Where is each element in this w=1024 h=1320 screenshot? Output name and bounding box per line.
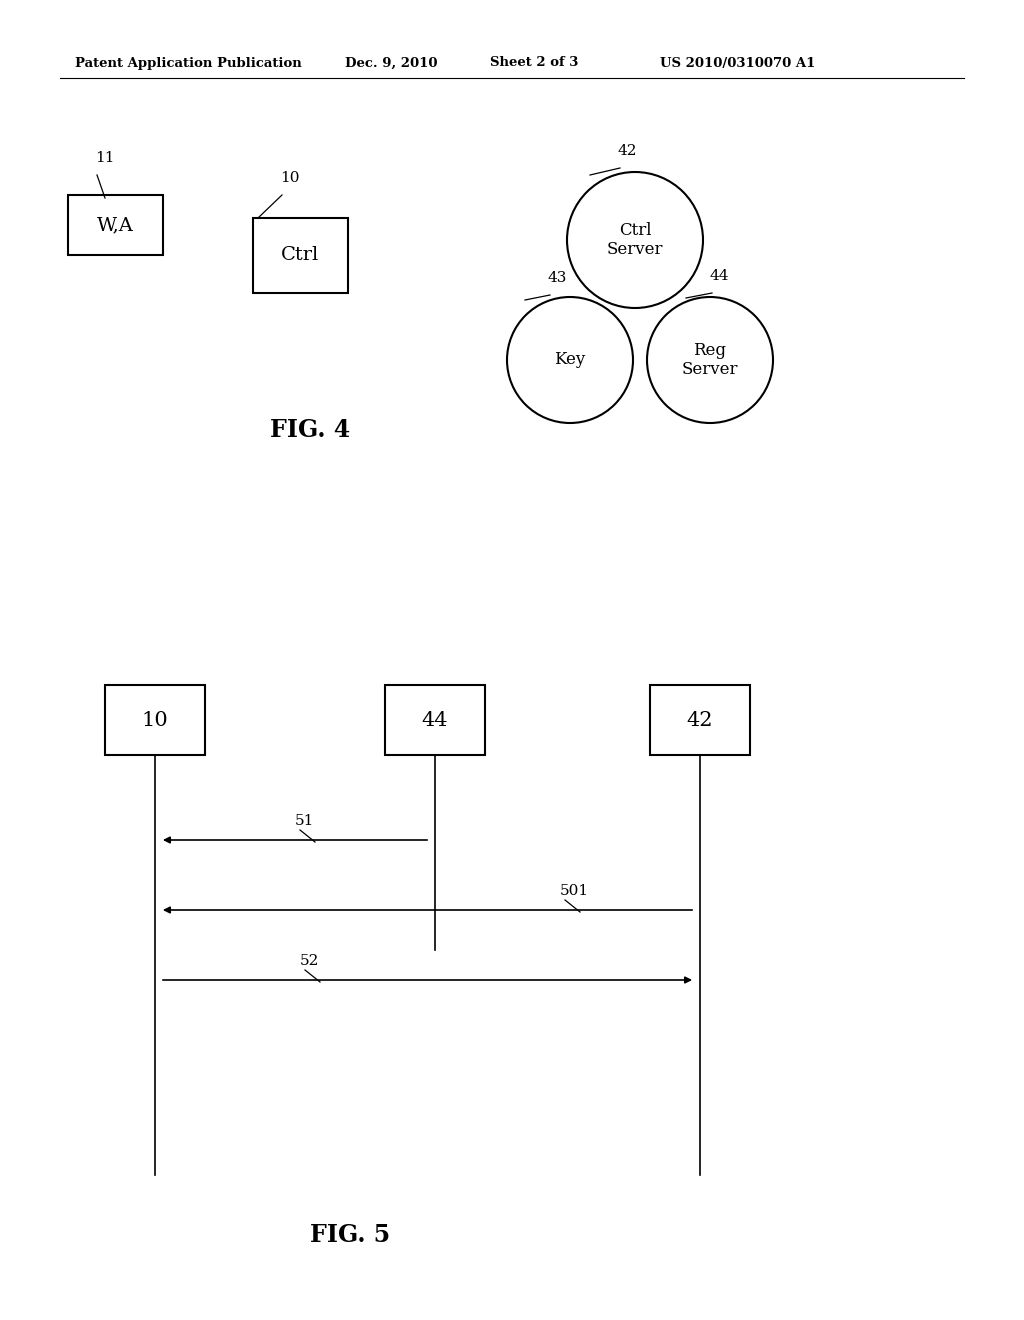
Text: 10: 10 — [280, 172, 299, 185]
Text: 52: 52 — [300, 954, 319, 968]
Circle shape — [647, 297, 773, 422]
Text: FIG. 5: FIG. 5 — [310, 1224, 390, 1247]
Bar — [385, 685, 485, 755]
Text: Key: Key — [554, 351, 586, 368]
Text: 44: 44 — [422, 710, 449, 730]
Text: 42: 42 — [618, 144, 638, 158]
Text: 44: 44 — [710, 269, 729, 282]
Text: Ctrl: Ctrl — [281, 246, 319, 264]
Text: 501: 501 — [560, 884, 589, 898]
Text: 10: 10 — [141, 710, 168, 730]
Bar — [105, 685, 205, 755]
Text: Ctrl
Server: Ctrl Server — [607, 222, 664, 259]
Bar — [253, 218, 347, 293]
Bar — [68, 195, 163, 255]
Text: Patent Application Publication: Patent Application Publication — [75, 57, 302, 70]
Bar — [650, 685, 750, 755]
Circle shape — [507, 297, 633, 422]
Text: 11: 11 — [95, 150, 115, 165]
Text: Reg
Server: Reg Server — [682, 342, 738, 379]
Text: Dec. 9, 2010: Dec. 9, 2010 — [345, 57, 437, 70]
Text: Sheet 2 of 3: Sheet 2 of 3 — [490, 57, 579, 70]
Text: 51: 51 — [295, 814, 314, 828]
Text: 43: 43 — [548, 271, 567, 285]
Text: 42: 42 — [687, 710, 714, 730]
Text: US 2010/0310070 A1: US 2010/0310070 A1 — [660, 57, 815, 70]
Text: W,A: W,A — [96, 216, 133, 234]
Text: FIG. 4: FIG. 4 — [270, 418, 350, 442]
Circle shape — [567, 172, 703, 308]
